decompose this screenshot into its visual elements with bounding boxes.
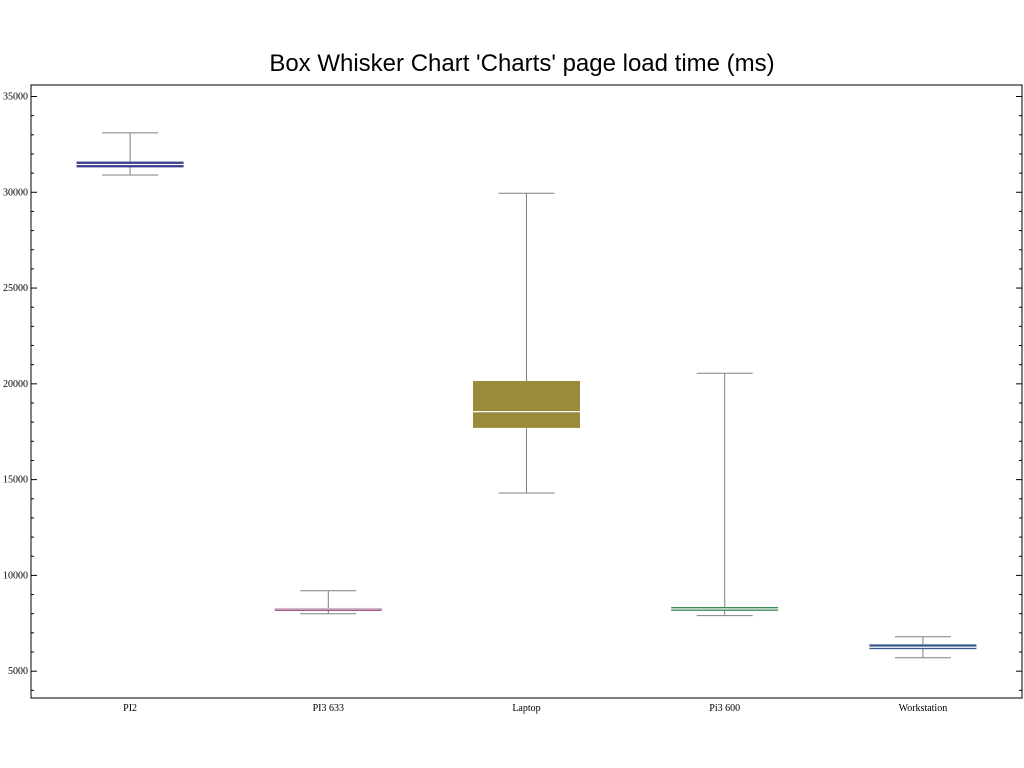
- chart-title: Box Whisker Chart 'Charts' page load tim…: [269, 50, 775, 77]
- y-tick-label: 10000: [3, 570, 28, 581]
- y-tick-label: 5000: [8, 666, 28, 677]
- plot-frame: [30, 84, 1023, 699]
- box-workstation: [869, 636, 977, 659]
- y-tick-label: 30000: [3, 187, 28, 198]
- x-axis-categories: PI2 PI3 633 Laptop Pi3 600 Workstation: [123, 703, 947, 714]
- y-tick-label: 20000: [3, 379, 28, 390]
- category-label: PI2: [123, 703, 137, 714]
- y-tick-label: 25000: [3, 283, 28, 294]
- box-laptop: [473, 192, 580, 494]
- box-body: [473, 380, 580, 428]
- category-label: Laptop: [512, 703, 540, 714]
- y-axis-ticks: 5000 10000 15000 20000 25000 30000 35000: [3, 91, 1022, 691]
- category-label: PI3 633: [313, 703, 344, 714]
- y-tick-label: 15000: [3, 475, 28, 486]
- boxes: [76, 132, 977, 659]
- category-label: Workstation: [899, 703, 948, 714]
- box-pi3-600: [671, 372, 779, 617]
- category-label: Pi3 600: [709, 703, 740, 714]
- box-pi2: [76, 132, 184, 176]
- box-pi3-633: [274, 590, 382, 615]
- y-tick-label: 35000: [3, 91, 28, 102]
